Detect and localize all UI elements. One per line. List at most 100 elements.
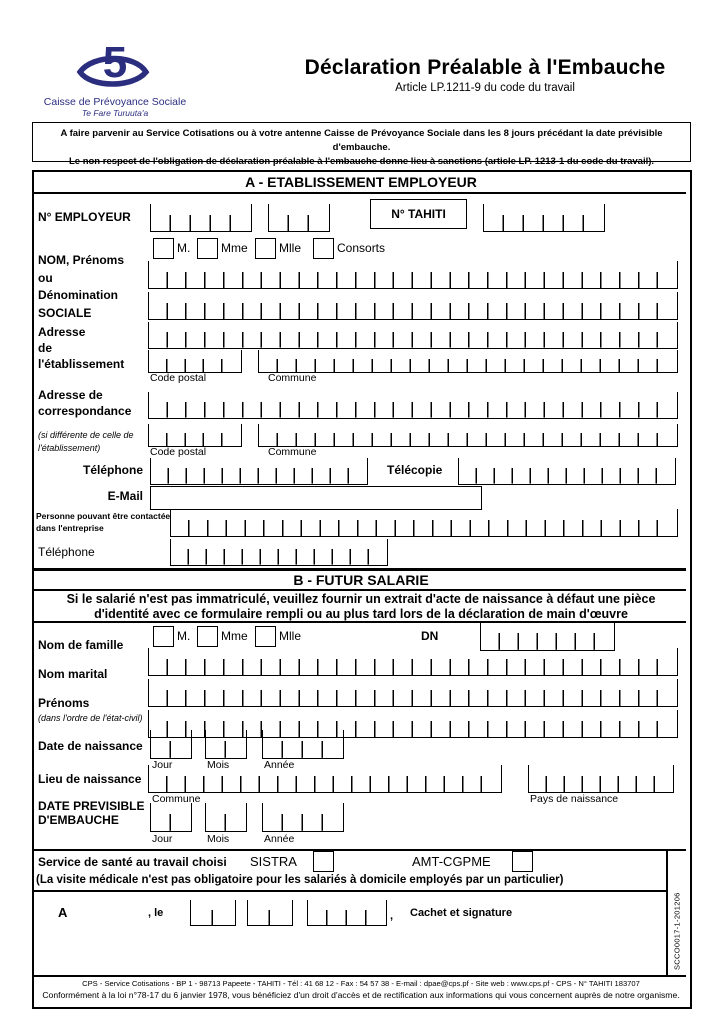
estab-postal-code-label: Code postal [150,372,207,384]
signature-comma: , [390,910,394,922]
section-a-title: A - ETABLISSEMENT EMPLOYEUR [245,174,477,190]
employee-civility-mme-label: Mme [221,629,248,643]
company-name-label-2: ou [38,271,53,285]
employee-civility-mlle-label: Mlle [279,629,302,643]
amt-cgpme-label: AMT-CGPME [412,854,491,869]
health-service-label: Service de santé au travail choisi [38,855,227,869]
divider [34,589,686,591]
logo-five-glyph: 5 [103,38,127,87]
divider [34,568,686,571]
birth-month-field[interactable] [205,730,247,759]
estab-address-label-1: Adresse [38,325,86,339]
tahiti-number-field[interactable] [483,204,605,232]
stamp-signature-label: Cachet et signature [410,907,513,919]
birth-commune-label: Commune [152,793,201,805]
section-b-note-line1: Si le salarié n'est pas immatriculé, veu… [66,592,656,606]
family-name-label: Nom de famille [38,638,124,652]
sistra-checkbox[interactable] [313,851,334,872]
estab-address-field[interactable] [148,322,678,349]
corr-address-note-1: (si différente de celle de [38,430,134,440]
employee-civility-mlle-checkbox[interactable] [255,626,276,647]
civility-mlle-checkbox[interactable] [255,238,276,259]
logo-eye-shape [76,55,150,87]
hire-date-label-1: DATE PREVISIBLE [38,799,145,813]
contact-phone-field[interactable] [170,539,388,566]
company-name-field-line1[interactable] [148,261,678,289]
company-name-label-3: Dénomination [38,288,118,302]
divider [34,192,686,194]
employer-number-field-part2[interactable] [268,204,330,232]
estab-postal-code-field[interactable] [148,350,242,373]
company-name-label-1: NOM, Prénoms [38,253,125,267]
corr-address-label-1: Adresse de [38,388,103,402]
fax-label: Télécopie [387,463,443,477]
email-field[interactable] [150,486,482,510]
signature-place-label: A [58,905,68,920]
form-reference: SCCO0017-1-201206 [672,892,682,970]
corr-postal-code-field[interactable] [148,424,242,447]
company-name-field-line2[interactable] [148,292,678,320]
hire-year-field[interactable] [262,803,344,832]
estab-commune-label: Commune [268,372,317,384]
estab-address-label-2: de [38,341,53,355]
signature-day-field[interactable] [190,900,236,926]
sistra-label: SISTRA [250,854,297,869]
signature-month-field[interactable] [247,900,293,926]
birth-year-field[interactable] [262,730,344,759]
corr-address-label-2: correspondance [38,404,132,418]
marital-name-field[interactable] [148,679,678,707]
email-label: E-Mail [107,489,143,503]
page-subtitle: Article LP.1211-9 du code du travail [395,82,575,94]
employee-civility-mme-checkbox[interactable] [197,626,218,647]
org-tagline: Te Fare Turuuta'a [81,108,149,118]
first-names-label: Prénoms [38,696,90,710]
divider [666,850,668,975]
family-name-field[interactable] [148,648,678,676]
corr-commune-field[interactable] [258,424,678,447]
dn-label: DN [421,629,439,643]
contact-person-label-2: dans l'entreprise [36,523,104,533]
birth-day-field[interactable] [150,730,192,759]
birth-date-label: Date de naissance [38,739,143,753]
divider [34,975,686,977]
divider [34,849,686,851]
employer-number-label: N° EMPLOYEUR [38,210,131,224]
civility-consorts-checkbox[interactable] [313,238,334,259]
contact-person-field[interactable] [170,509,678,537]
corr-postal-code-label: Code postal [150,446,207,458]
divider [34,621,686,623]
corr-commune-label: Commune [268,446,317,458]
civility-mlle-label: Mlle [279,241,302,255]
phone-label: Téléphone [82,463,143,477]
fax-field[interactable] [458,458,676,485]
birth-commune-field[interactable] [148,765,502,793]
phone-field[interactable] [150,458,368,485]
signature-year-field[interactable] [307,900,387,926]
notice-box: A faire parvenir au Service Cotisations … [32,122,691,167]
civility-consorts-label: Consorts [337,241,386,255]
employer-number-field-part1[interactable] [150,204,252,232]
dn-field[interactable] [480,622,615,651]
company-name-label-4: SOCIALE [38,306,92,320]
corr-address-field[interactable] [148,392,678,419]
footer-contact-line: CPS - Service Cotisations - BP 1 - 98713… [82,979,640,988]
first-names-note: (dans l'ordre de l'état-civil) [38,713,143,723]
section-b-note-line2: d'identité avec ce formulaire rempli ou … [94,607,628,621]
birth-place-label: Lieu de naissance [38,772,142,786]
estab-commune-field[interactable] [258,350,678,373]
civility-mme-checkbox[interactable] [197,238,218,259]
tahiti-number-label: N° TAHITI [370,199,467,229]
civility-m-checkbox[interactable] [153,238,174,259]
hire-day-field[interactable] [150,803,192,832]
civility-m-label: M. [177,241,191,255]
employee-civility-m-label: M. [177,629,191,643]
amt-cgpme-checkbox[interactable] [512,851,533,872]
footer-legal-line: Conformément à la loi n°78-17 du 6 janvi… [42,990,680,1000]
contact-phone-label: Téléphone [38,545,95,559]
contact-person-label-1: Personne pouvant être contactée [36,511,171,521]
employee-civility-m-checkbox[interactable] [153,626,174,647]
birth-country-field[interactable] [528,765,674,793]
civility-mme-label: Mme [221,241,248,255]
hire-month-field[interactable] [205,803,247,832]
